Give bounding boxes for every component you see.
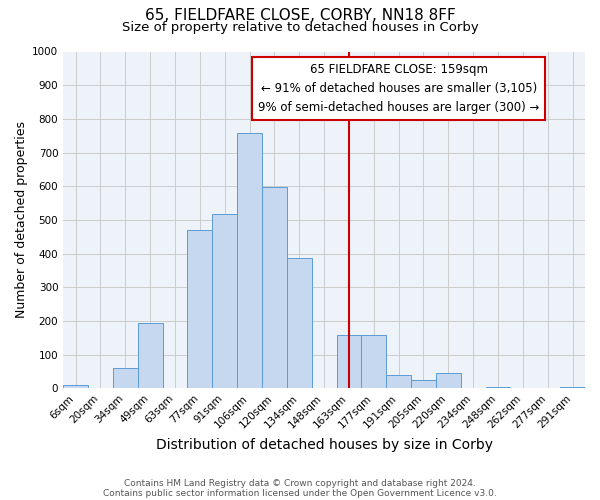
Y-axis label: Number of detached properties: Number of detached properties — [15, 122, 28, 318]
Bar — [237, 134, 262, 388]
Text: Contains public sector information licensed under the Open Government Licence v3: Contains public sector information licen… — [103, 488, 497, 498]
Text: Contains HM Land Registry data © Crown copyright and database right 2024.: Contains HM Land Registry data © Crown c… — [124, 478, 476, 488]
Bar — [138, 322, 163, 388]
Bar — [485, 387, 511, 388]
Bar — [287, 258, 311, 388]
Text: 65 FIELDFARE CLOSE: 159sqm
← 91% of detached houses are smaller (3,105)
9% of se: 65 FIELDFARE CLOSE: 159sqm ← 91% of deta… — [258, 64, 539, 114]
Text: 65, FIELDFARE CLOSE, CORBY, NN18 8FF: 65, FIELDFARE CLOSE, CORBY, NN18 8FF — [145, 8, 455, 22]
Bar — [262, 188, 287, 388]
Bar — [361, 334, 386, 388]
Bar — [113, 368, 138, 388]
Bar — [212, 214, 237, 388]
Bar — [63, 385, 88, 388]
Bar — [411, 380, 436, 388]
X-axis label: Distribution of detached houses by size in Corby: Distribution of detached houses by size … — [155, 438, 493, 452]
Bar — [337, 334, 361, 388]
Bar — [436, 374, 461, 388]
Text: Size of property relative to detached houses in Corby: Size of property relative to detached ho… — [122, 21, 478, 34]
Bar — [386, 375, 411, 388]
Bar — [560, 387, 585, 388]
Bar — [187, 230, 212, 388]
